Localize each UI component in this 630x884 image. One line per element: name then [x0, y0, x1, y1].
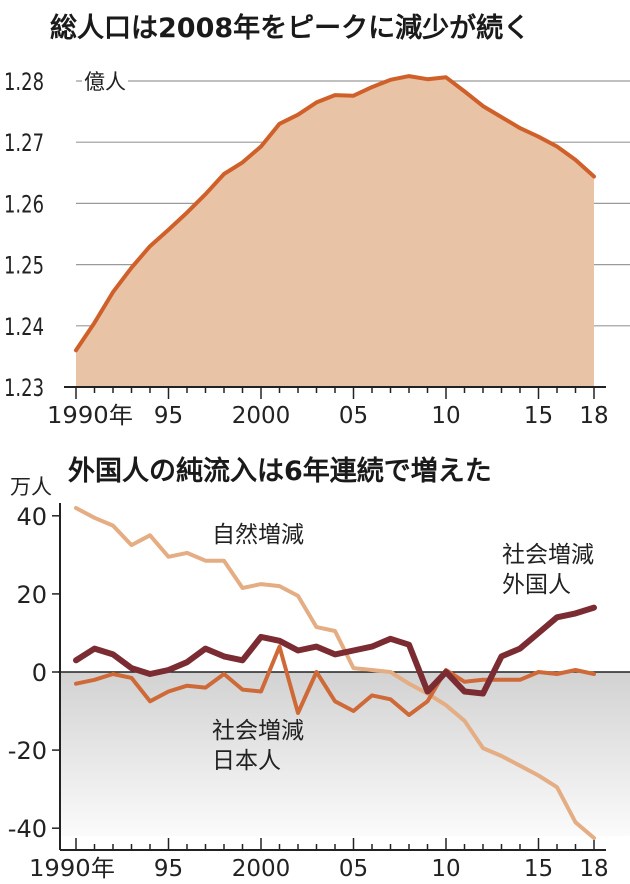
- chart-title-foreign-migration: 外国人の純流入は6年連続で増えた: [68, 456, 492, 487]
- y-tick-label: 20: [16, 581, 47, 609]
- y-tick-label: 1.25: [4, 252, 44, 280]
- y-tick-label: 1.26: [4, 190, 44, 218]
- x-tick-label: 2000: [232, 856, 291, 882]
- unit-label-bg: [82, 69, 128, 95]
- unit-label: 億人: [84, 70, 126, 94]
- population-line: [74, 74, 596, 353]
- series-line-foreign: [73, 604, 597, 697]
- series-line-japanese: [74, 644, 596, 717]
- series-label-foreign-line2: 外国人: [502, 572, 571, 598]
- y-tick-label: 40: [16, 503, 47, 531]
- y-tick-label: 0: [32, 659, 47, 687]
- x-tick-label: 2000: [232, 403, 291, 429]
- x-tick-label: 10: [431, 856, 460, 882]
- unit-label: 万人: [10, 475, 52, 499]
- x-tick-label: 15: [524, 856, 553, 882]
- x-tick-label: 18: [579, 403, 608, 429]
- series-label-japanese-line2: 日本人: [212, 748, 281, 774]
- x-tick-label: 05: [339, 856, 368, 882]
- x-tick-label: 95: [154, 403, 183, 429]
- y-tick-label: -20: [8, 737, 47, 765]
- x-tick-label: 1990年: [29, 856, 115, 882]
- population-area: [76, 76, 594, 387]
- x-tick-label: 1990年: [47, 403, 133, 429]
- y-tick-label: 1.23: [4, 374, 44, 402]
- x-tick-label: 15: [524, 403, 553, 429]
- y-tick-label: 1.24: [4, 313, 44, 341]
- x-tick-label: 95: [154, 856, 183, 882]
- series-label-natural-change: 自然増減: [212, 522, 304, 548]
- x-tick-label: 10: [431, 403, 460, 429]
- chart-title-population: 総人口は2008年をピークに減少が続く: [50, 13, 531, 44]
- y-tick-label: 1.28: [4, 68, 44, 96]
- chart-migration: 40 20 0 -20 -40 万人 1990年 95 2000 05 10 15 18 自然増減社会増減…: [8, 475, 630, 882]
- series-line-natural-change: [74, 506, 596, 840]
- series-label-foreign-line1: 社会増減: [502, 542, 594, 568]
- x-tick-label: 18: [579, 856, 608, 882]
- x-tick-label: 05: [339, 403, 368, 429]
- chart-population: 1.23 1.24 1.25 1.26 1.27 1.28 億人 1990年 95 2000 05 1…: [4, 68, 630, 429]
- y-tick-label: 1.27: [4, 129, 44, 157]
- series-label-japanese-line1: 社会増減: [212, 718, 304, 744]
- y-tick-label: -40: [8, 815, 47, 843]
